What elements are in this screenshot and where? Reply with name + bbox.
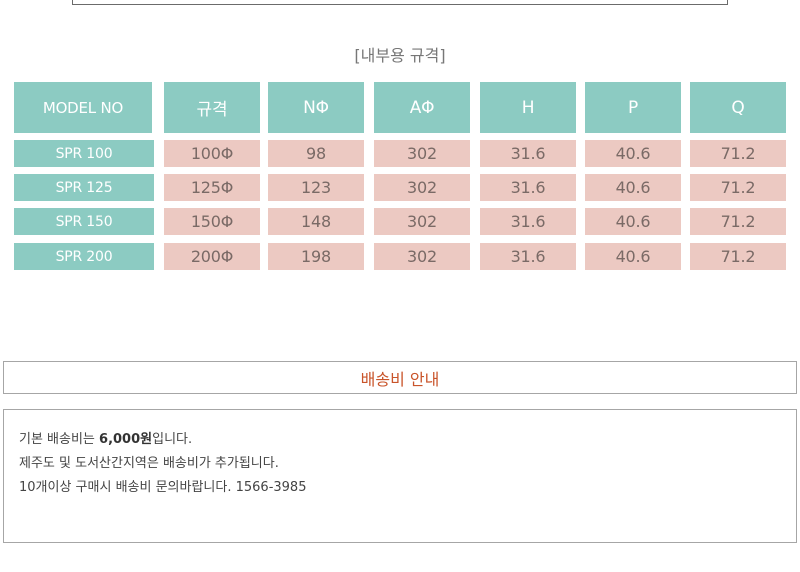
- header-q: Q: [690, 82, 786, 133]
- header-spec: 규격: [164, 82, 260, 133]
- row-p: 40.6: [585, 243, 681, 270]
- row-q: 71.2: [690, 140, 786, 167]
- shipping-info-line-1: 기본 배송비는 6,000원입니다.: [19, 428, 796, 452]
- row-h: 31.6: [480, 208, 576, 235]
- spec-title: [내부용 규격]: [354, 46, 446, 65]
- header-a-phi: AΦ: [374, 82, 470, 133]
- row-a-phi: 302: [374, 208, 470, 235]
- row-q: 71.2: [690, 243, 786, 270]
- row-q: 71.2: [690, 174, 786, 201]
- row-model: SPR 150: [14, 208, 154, 235]
- header-h: H: [480, 82, 576, 133]
- row-a-phi: 302: [374, 243, 470, 270]
- header-p: P: [585, 82, 681, 133]
- row-model: SPR 200: [14, 243, 154, 270]
- row-a-phi: 302: [374, 174, 470, 201]
- shipping-title-box: 배송비 안내: [3, 361, 797, 394]
- header-n-phi: NΦ: [268, 82, 364, 133]
- row-model: SPR 125: [14, 174, 154, 201]
- row-p: 40.6: [585, 140, 681, 167]
- row-q: 71.2: [690, 208, 786, 235]
- shipping-info-line-3: 10개이상 구매시 배송비 문의바랍니다. 1566-3985: [19, 480, 307, 495]
- row-a-phi: 302: [374, 140, 470, 167]
- row-p: 40.6: [585, 174, 681, 201]
- shipping-info-box: 기본 배송비는 6,000원입니다. 제주도 및 도서산간지역은 배송비가 추가…: [3, 409, 797, 543]
- row-p: 40.6: [585, 208, 681, 235]
- shipping-fee-prefix: 기본 배송비는: [19, 432, 100, 447]
- row-n-phi: 148: [268, 208, 364, 235]
- row-spec: 150Φ: [164, 208, 260, 235]
- row-model: SPR 100: [14, 140, 154, 167]
- row-h: 31.6: [480, 243, 576, 270]
- shipping-info-line-2: 제주도 및 도서산간지역은 배송비가 추가됩니다.: [19, 456, 279, 471]
- row-n-phi: 198: [268, 243, 364, 270]
- shipping-fee-amount: 6,000원: [99, 432, 153, 447]
- shipping-title: 배송비 안내: [360, 369, 440, 389]
- top-frame: [72, 0, 728, 5]
- shipping-fee-suffix: 입니다.: [152, 432, 193, 447]
- row-spec: 100Φ: [164, 140, 260, 167]
- row-spec: 125Φ: [164, 174, 260, 201]
- row-spec: 200Φ: [164, 243, 260, 270]
- row-h: 31.6: [480, 140, 576, 167]
- row-n-phi: 98: [268, 140, 364, 167]
- row-h: 31.6: [480, 174, 576, 201]
- header-model-no: MODEL NO: [14, 82, 152, 133]
- row-n-phi: 123: [268, 174, 364, 201]
